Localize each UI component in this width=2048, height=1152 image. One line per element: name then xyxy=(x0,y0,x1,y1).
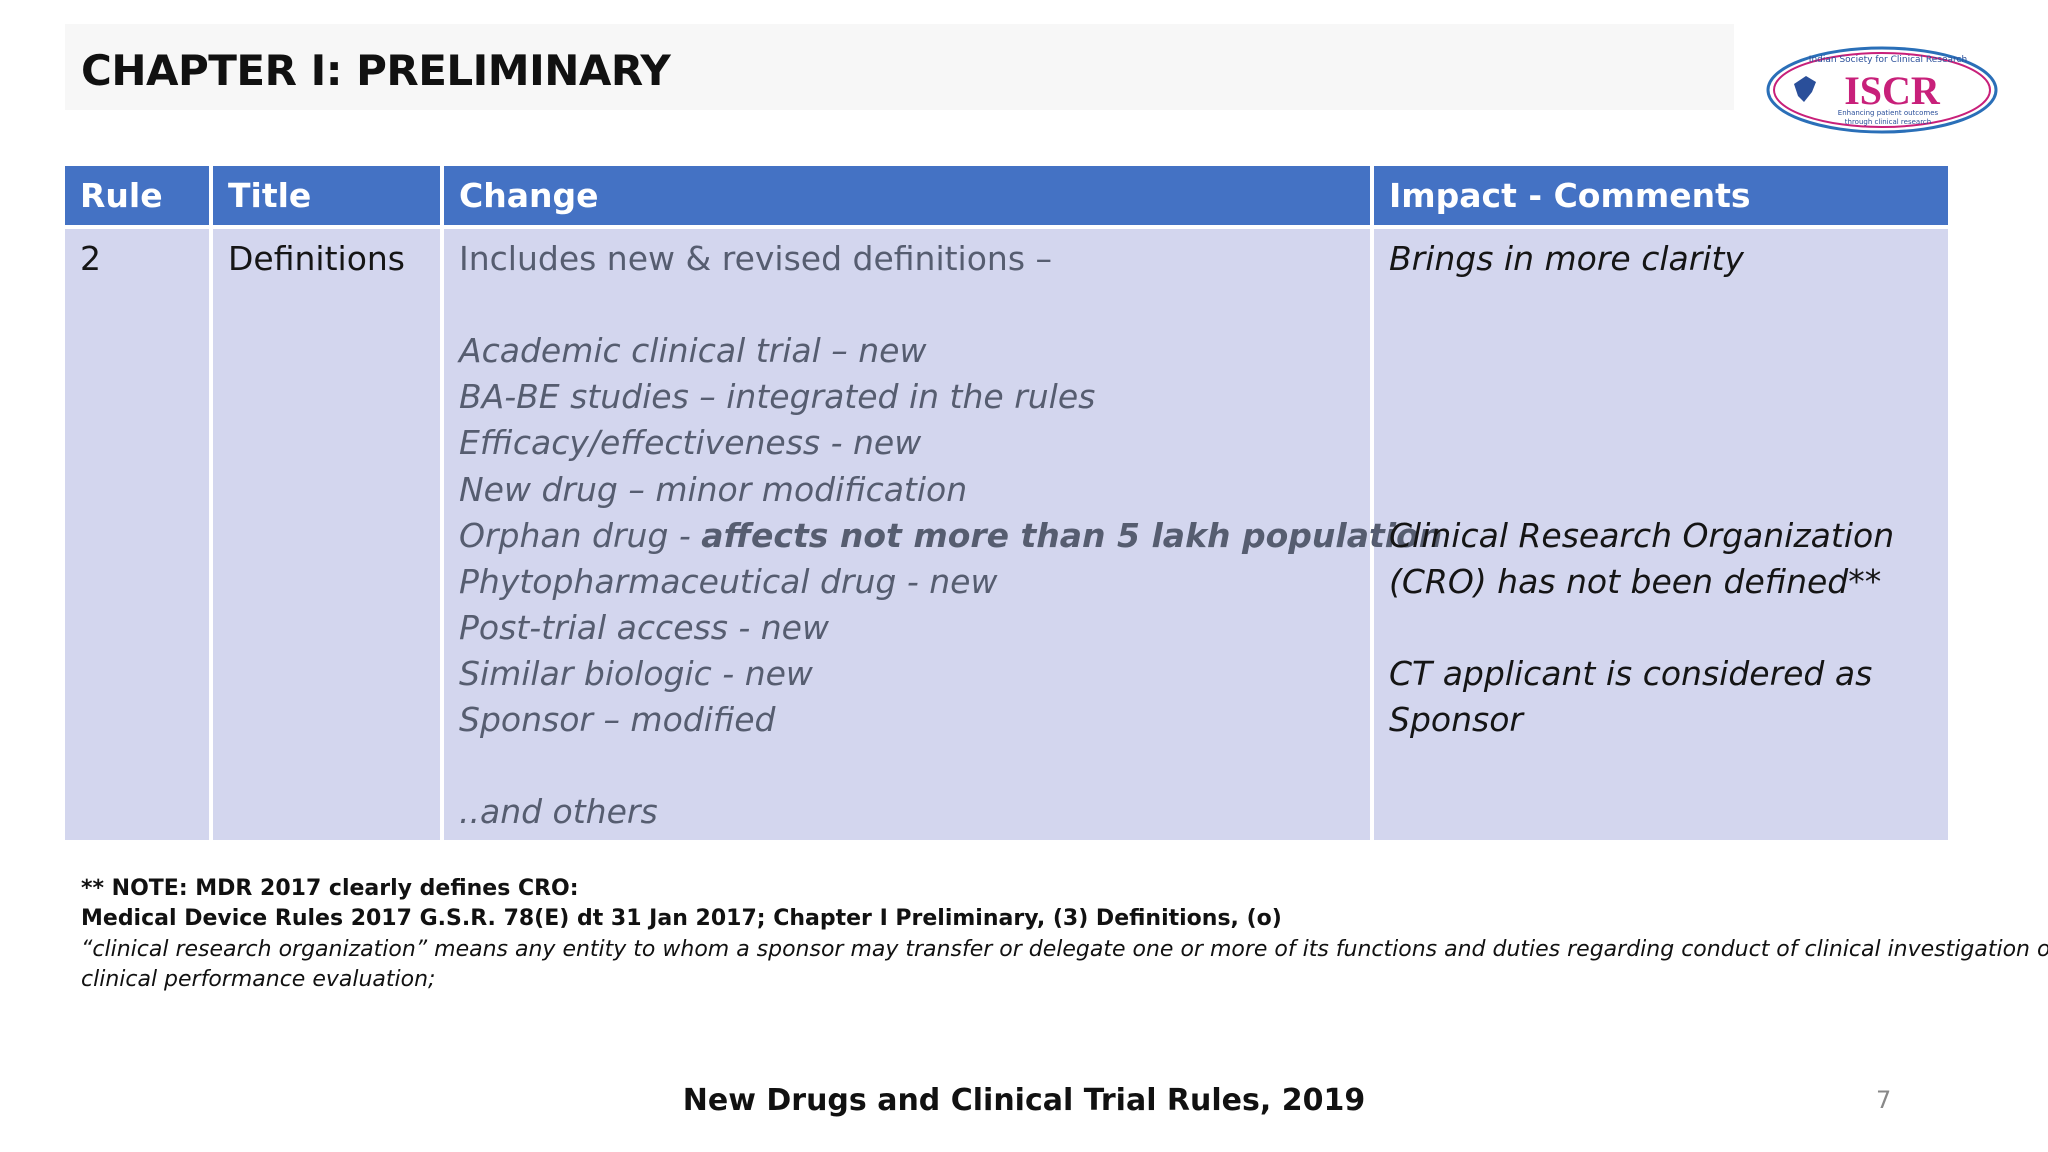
change-item-emphasis: affects not more than 5 lakh population xyxy=(701,515,1443,555)
page-number: 7 xyxy=(1876,1086,1892,1114)
change-item: BA-BE studies – integrated in the rules xyxy=(459,377,1095,417)
logo-acronym: ISCR xyxy=(1844,68,1941,113)
column-header: Impact - Comments xyxy=(1374,166,1948,225)
change-item: Phytopharmaceutical drug - new xyxy=(459,562,997,602)
impact-comment: (CRO) has not been defined** xyxy=(1389,561,1882,601)
title-band xyxy=(65,24,1734,110)
rule-number: 2 xyxy=(80,239,101,278)
table-cell xyxy=(65,229,209,840)
change-item: Efficacy/effectiveness - new xyxy=(459,423,921,463)
impact-comment: Clinical Research Organization xyxy=(1389,515,1895,555)
change-item-text: Phytopharmaceutical drug - new xyxy=(459,561,998,601)
change-outro: ..and others xyxy=(459,792,658,832)
change-intro: Includes new & revised definitions – xyxy=(459,239,1053,278)
slide-title: CHAPTER I: PRELIMINARY xyxy=(81,46,671,95)
change-item: Similar biologic - new xyxy=(459,654,813,694)
change-item-text: Similar biologic - new xyxy=(459,653,813,693)
note-line: ** NOTE: MDR 2017 clearly defines CRO: xyxy=(81,876,579,901)
logo-ring xyxy=(1766,46,1998,134)
column-header: Rule xyxy=(65,166,209,225)
change-item-text: BA-BE studies – integrated in the rules xyxy=(459,377,1096,417)
table-cell xyxy=(1374,229,1948,840)
change-item: Academic clinical trial – new xyxy=(459,331,926,371)
change-item: Orphan drug - affects not more than 5 la… xyxy=(459,516,1442,556)
note-line: Medical Device Rules 2017 G.S.R. 78(E) d… xyxy=(81,906,1282,931)
footer-title: New Drugs and Clinical Trial Rules, 2019 xyxy=(682,1083,1366,1118)
impact-comment: Brings in more clarity xyxy=(1389,239,1744,278)
change-item: Post-trial access - new xyxy=(459,608,829,648)
change-item-text: New drug – minor modification xyxy=(459,469,968,509)
logo-org: Indian Society for Clinical Research xyxy=(1809,55,1967,65)
change-item-text: Sponsor – modified xyxy=(459,700,776,739)
table-cell xyxy=(444,229,1370,840)
column-header: Title xyxy=(213,166,440,225)
logo-tagline: Enhancing patient outcomes xyxy=(1838,109,1939,117)
note-quote: clinical performance evaluation; xyxy=(81,967,436,992)
change-item-text: Efficacy/effectiveness - new xyxy=(459,423,922,463)
table: Rule Title Change Impact - Comments 2 Definit… xyxy=(65,166,1952,840)
change-item-text: Academic clinical trial – new xyxy=(459,331,927,371)
change-item: New drug – minor modification xyxy=(459,470,967,510)
logo-tagline: through clinical research xyxy=(1845,118,1931,126)
change-item-text: Orphan drug - xyxy=(459,515,702,555)
logo-ring xyxy=(1773,52,1991,128)
change-item-text: Post-trial access - new xyxy=(459,607,829,647)
rule-title: Definitions xyxy=(228,239,405,278)
change-item: Sponsor – modified xyxy=(459,700,775,740)
impact-comment: CT applicant is considered as xyxy=(1389,653,1873,693)
logo: Indian Society for Clinical Research ISC… xyxy=(1766,46,1998,134)
table-cell xyxy=(213,229,440,840)
note-quote: “clinical research organization” means a… xyxy=(81,937,2048,962)
impact-comment: Sponsor xyxy=(1389,700,1523,739)
logo-map xyxy=(1794,76,1816,102)
column-header: Change xyxy=(444,166,1370,225)
